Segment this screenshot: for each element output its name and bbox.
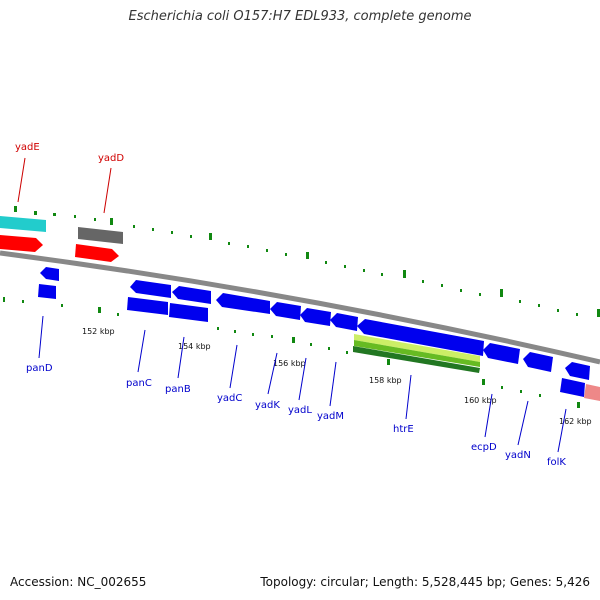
genome-backbone: [0, 250, 600, 365]
gene-yadK-arrow: [270, 302, 301, 320]
gene-yadC-arrow: [216, 293, 270, 314]
gene-panC-arrow: [130, 280, 171, 298]
gene-yadM-arrow: [330, 313, 358, 331]
feature-grey: [78, 227, 123, 244]
gene-label-yadN: yadN: [505, 450, 531, 461]
inner-tick-row: [3, 297, 580, 408]
reverse-features: [38, 267, 590, 397]
gene-htrE-arrow: [357, 319, 484, 356]
tick-label: 162 kbp: [559, 417, 592, 426]
gene-labels: yadE yadD panD panC panB yadC yadK yadL …: [15, 142, 566, 468]
accession-text: Accession: NC_002655: [10, 575, 147, 589]
gene-panB-block: [169, 303, 208, 322]
gene-label-yadC: yadC: [217, 393, 242, 404]
tick-label: 152 kbp: [82, 327, 115, 336]
gene-panD-arrow-a: [40, 267, 59, 281]
topology-text: Topology: circular; Length: 5,528,445 bp…: [260, 575, 590, 589]
gene-label-panC: panC: [126, 378, 152, 389]
gene-label-yadK: yadK: [255, 400, 280, 411]
gene-label-htrE: htrE: [393, 424, 414, 435]
rrna-feature: [353, 334, 480, 373]
tick-labels: 152 kbp 154 kbp 156 kbp 158 kbp 160 kbp …: [82, 327, 592, 426]
gene-label-panB: panB: [165, 384, 191, 395]
feature-pink: [584, 384, 600, 401]
gene-yadN-arrow: [523, 352, 553, 372]
map-title: Escherichia coli O157:H7 EDL933, complet…: [128, 9, 472, 24]
forward-features: [0, 216, 123, 262]
gene-yadD-arrow: [75, 244, 119, 262]
leader-lines: [17, 157, 567, 453]
gene-panD-arrow-b: [38, 284, 56, 299]
gene-label-yadM: yadM: [317, 411, 344, 422]
tick-label: 160 kbp: [464, 396, 497, 405]
tick-label: 158 kbp: [369, 376, 402, 385]
gene-label-ecpD: ecpD: [471, 442, 497, 453]
feature-cyan: [0, 216, 46, 232]
gene-yadL-arrow: [300, 308, 331, 326]
gene-label-folK: folK: [547, 457, 566, 468]
gene-label-panD: panD: [26, 363, 53, 374]
gene-panC-block: [127, 297, 168, 315]
gene-panB-arrow: [172, 286, 211, 304]
outer-tick-row: [14, 206, 600, 317]
tick-label: 156 kbp: [273, 359, 306, 368]
gene-label-yadL: yadL: [288, 405, 312, 416]
gene-folK-block: [560, 378, 585, 397]
tick-label: 154 kbp: [178, 342, 211, 351]
gene-folK-arrow: [565, 362, 590, 380]
gene-label-yadE: yadE: [15, 142, 40, 153]
gene-label-yadD: yadD: [98, 153, 124, 164]
gene-ecpD-arrow: [483, 343, 520, 364]
gene-yadE-arrow: [0, 235, 43, 252]
